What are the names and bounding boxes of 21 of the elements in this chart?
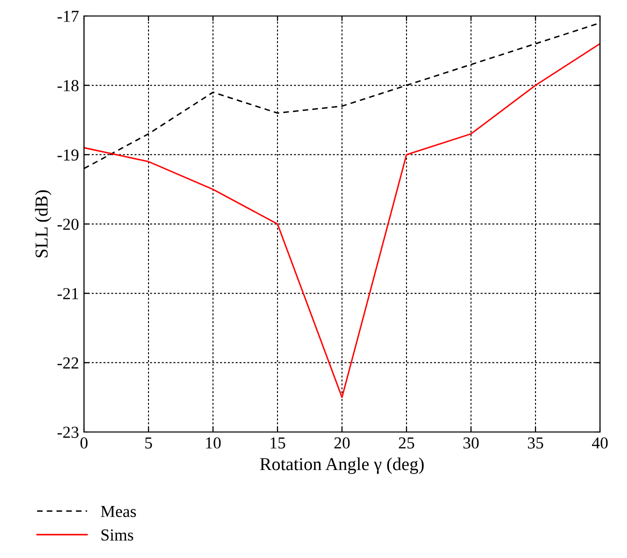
y-tick-label: -23 (58, 426, 78, 438)
line-series (84, 43, 600, 398)
x-tick-label: 25 (398, 437, 414, 449)
y-tick-label: -21 (58, 288, 78, 300)
y-tick-label: -19 (58, 149, 78, 161)
y-tick-label: -18 (58, 80, 79, 92)
y-axis-title: SLL (dB) (34, 190, 52, 258)
x-tick-label: 35 (528, 437, 544, 449)
x-tick-label: 5 (145, 438, 152, 449)
x-tick-label: 30 (463, 437, 479, 449)
y-tick-label: -22 (58, 357, 78, 368)
x-tick-label: 40 (592, 437, 608, 449)
x-tick-label: 15 (270, 437, 286, 449)
x-tick-label: 10 (206, 437, 221, 449)
legend-label: Sims (102, 529, 134, 541)
y-tick-label: -17 (58, 10, 79, 22)
x-tick-label: 20 (334, 437, 350, 449)
legend-label: Meas (100, 506, 136, 518)
y-tick-label: -20 (58, 218, 79, 230)
x-axis-title: Rotation Angle γ (deg) (260, 458, 424, 474)
x-tick-label: 0 (80, 437, 88, 449)
